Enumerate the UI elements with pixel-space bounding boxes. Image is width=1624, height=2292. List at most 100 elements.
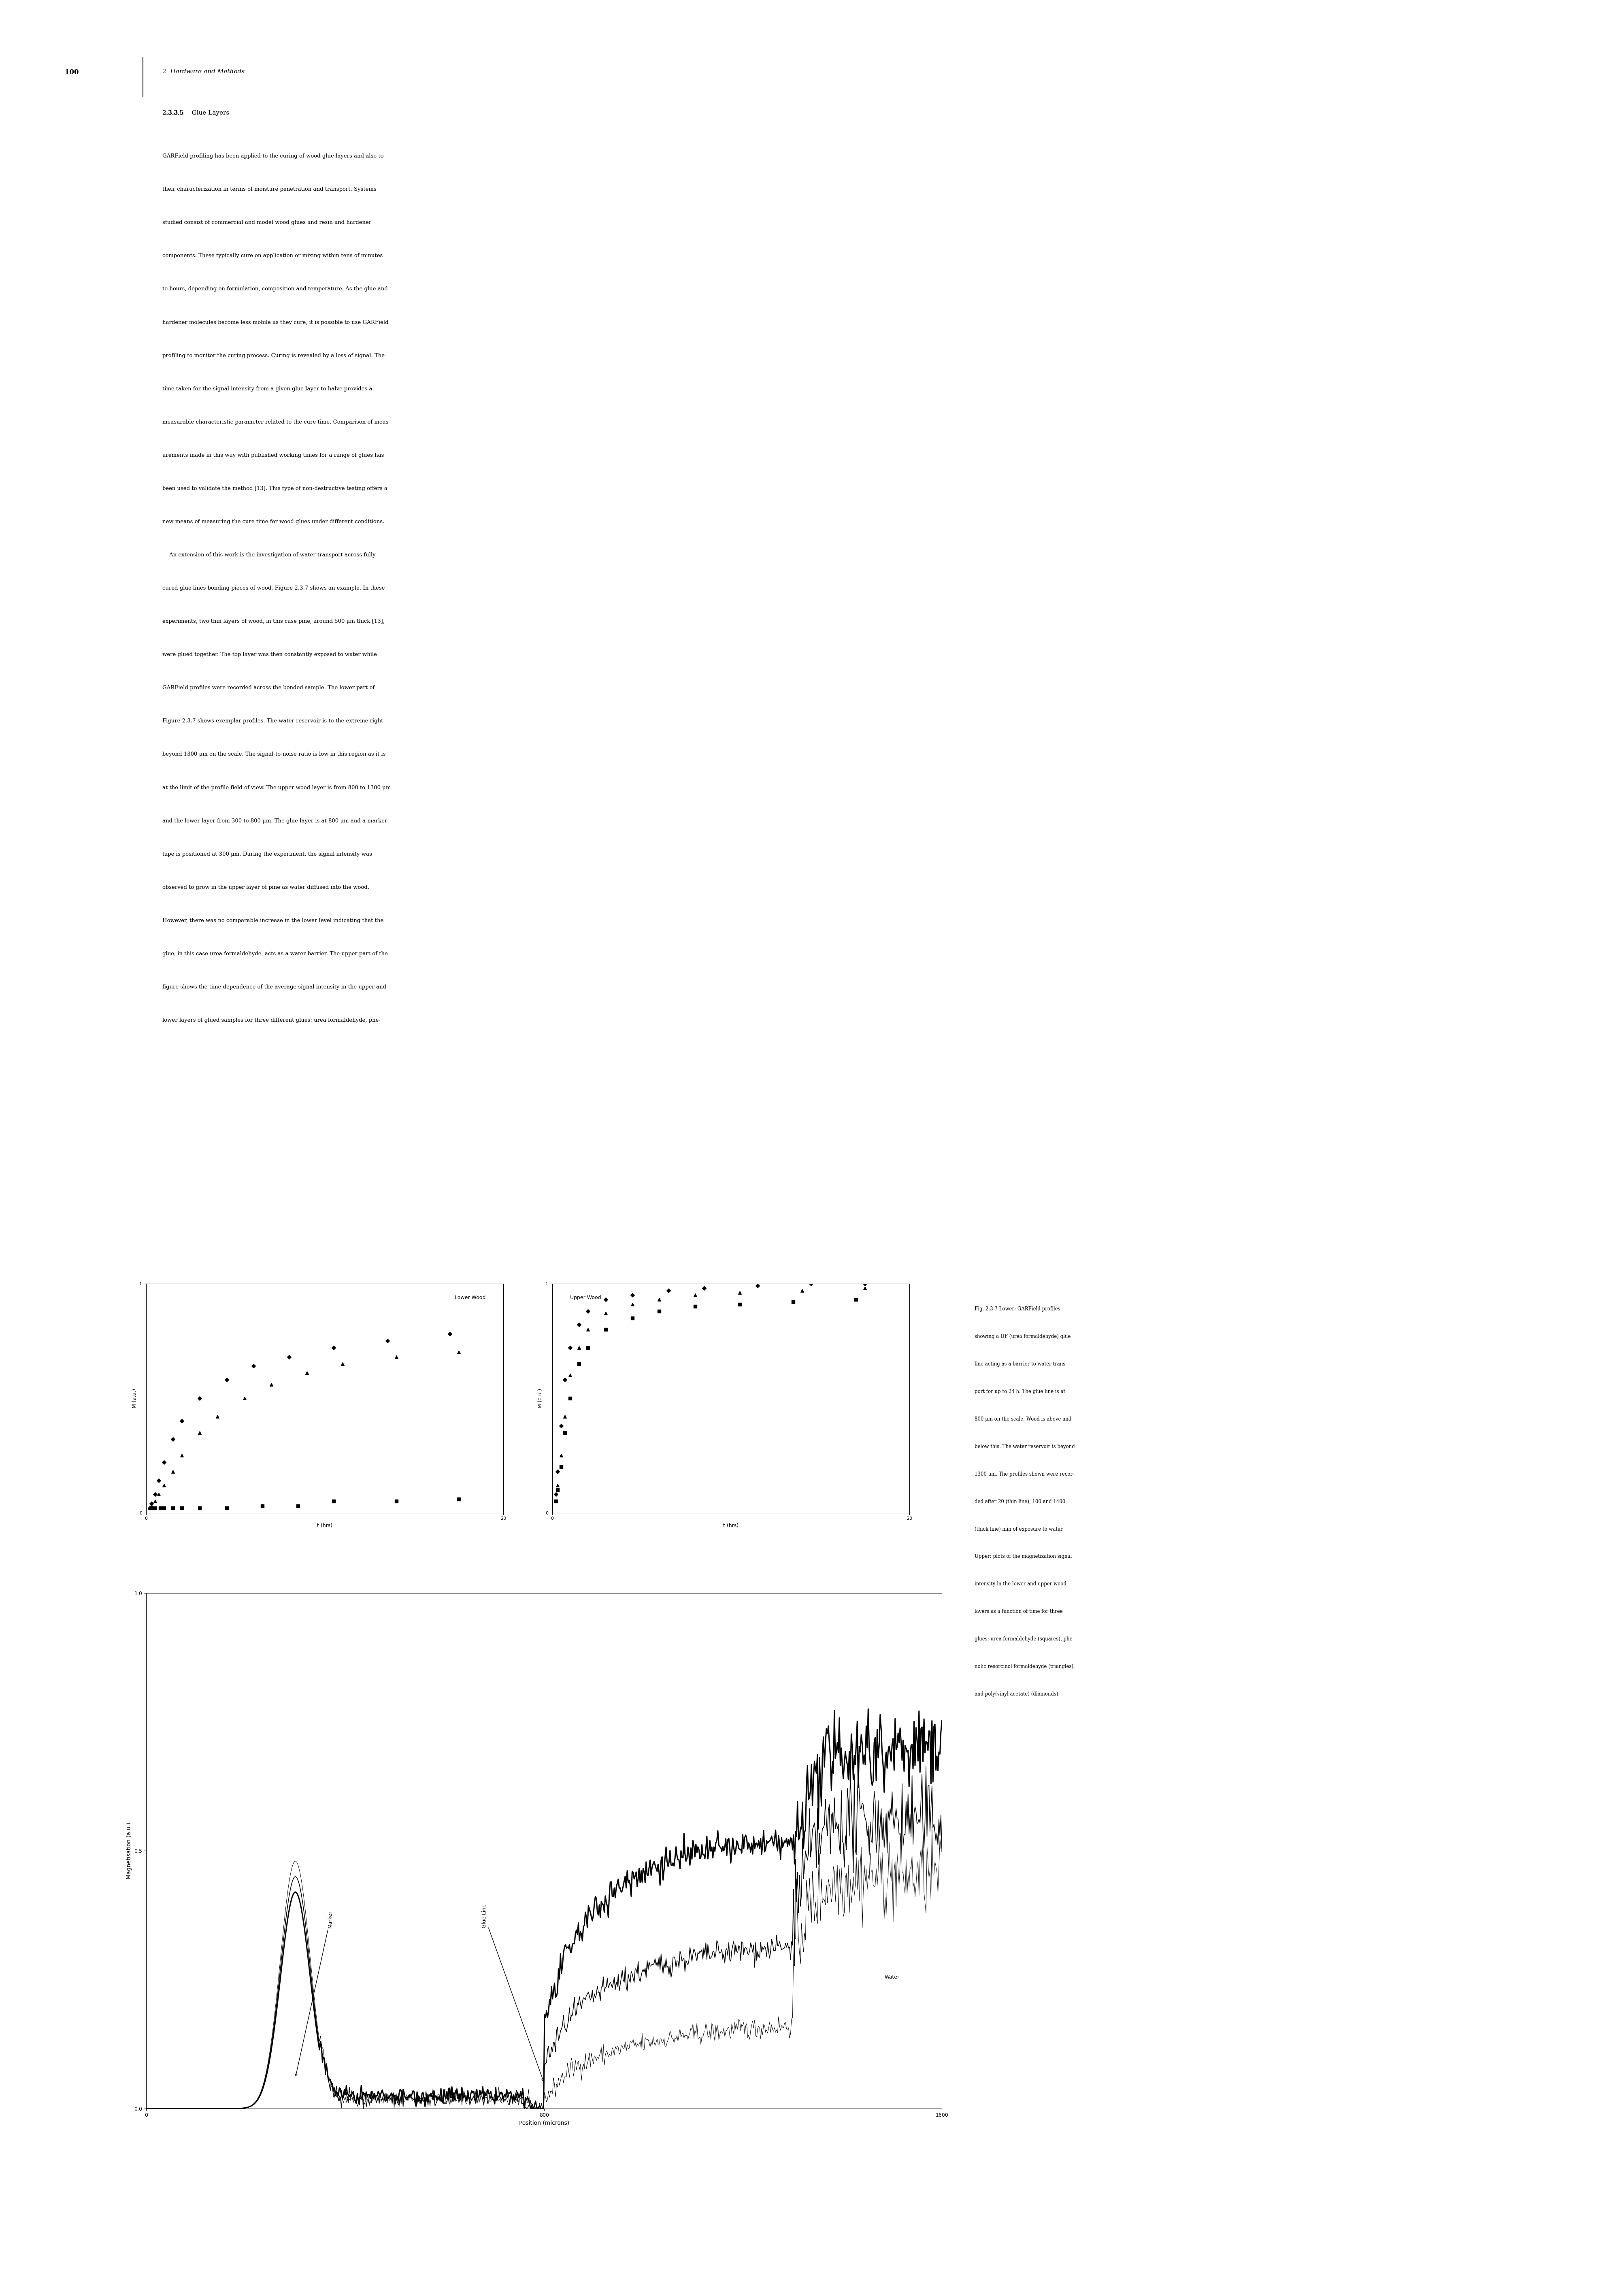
Text: components. These typically cure on application or mixing within tens of minutes: components. These typically cure on appl… xyxy=(162,252,383,259)
Point xyxy=(552,1398,578,1435)
Point xyxy=(240,1348,266,1384)
Point xyxy=(143,1490,169,1526)
Y-axis label: M (a.u.): M (a.u.) xyxy=(538,1389,542,1407)
Point xyxy=(169,1403,195,1439)
Point xyxy=(322,1329,348,1366)
Point xyxy=(437,1316,463,1352)
Point xyxy=(728,1274,754,1311)
Text: nolic resorcinol formaldehyde (triangles),: nolic resorcinol formaldehyde (triangles… xyxy=(974,1664,1075,1669)
Text: Figure 2.3.7 shows exemplar profiles. The water reservoir is to the extreme righ: Figure 2.3.7 shows exemplar profiles. Th… xyxy=(162,720,383,724)
Point xyxy=(187,1414,213,1451)
Text: been used to validate the method [13]. This type of non-destructive testing offe: been used to validate the method [13]. T… xyxy=(162,486,388,490)
Point xyxy=(656,1272,682,1309)
Point xyxy=(258,1366,284,1403)
Text: glues: urea formaldehyde (squares), phe-: glues: urea formaldehyde (squares), phe- xyxy=(974,1636,1073,1641)
Text: Marker: Marker xyxy=(296,1912,333,2077)
Point xyxy=(383,1339,409,1375)
Point xyxy=(383,1483,409,1520)
Point xyxy=(151,1467,177,1504)
Point xyxy=(286,1488,312,1524)
Text: their characterization in terms of moisture penetration and transport. Systems: their characterization in terms of moist… xyxy=(162,186,377,193)
Text: beyond 1300 μm on the scale. The signal-to-noise ratio is low in this region as : beyond 1300 μm on the scale. The signal-… xyxy=(162,752,385,756)
Text: Water: Water xyxy=(885,1973,900,1980)
Point xyxy=(146,1476,172,1513)
Point xyxy=(250,1488,276,1524)
Point xyxy=(542,1483,568,1520)
Point xyxy=(276,1339,302,1375)
Point xyxy=(159,1453,187,1490)
Point xyxy=(575,1311,601,1348)
Text: 2.3.3.5: 2.3.3.5 xyxy=(162,110,184,115)
Point xyxy=(148,1490,174,1526)
Point xyxy=(557,1357,583,1394)
Point xyxy=(138,1485,164,1522)
Y-axis label: Magnetisation (a.u.): Magnetisation (a.u.) xyxy=(127,1822,132,1879)
Point xyxy=(619,1277,645,1313)
Point xyxy=(445,1334,473,1371)
Point xyxy=(575,1329,601,1366)
X-axis label: t (hrs): t (hrs) xyxy=(723,1522,739,1529)
Point xyxy=(169,1437,195,1474)
Point xyxy=(646,1293,672,1329)
Point xyxy=(619,1300,645,1336)
Point xyxy=(151,1490,177,1526)
Text: and the lower layer from 300 to 800 μm. The glue layer is at 800 μm and a marker: and the lower layer from 300 to 800 μm. … xyxy=(162,818,387,823)
Point xyxy=(214,1490,240,1526)
Point xyxy=(692,1270,718,1306)
Point xyxy=(542,1483,568,1520)
Point xyxy=(853,1270,879,1306)
Point xyxy=(169,1490,195,1526)
Text: 800 μm on the scale. Wood is above and: 800 μm on the scale. Wood is above and xyxy=(974,1416,1072,1421)
X-axis label: t (hrs): t (hrs) xyxy=(317,1522,333,1529)
Point xyxy=(205,1398,231,1435)
Point xyxy=(187,1490,213,1526)
Point xyxy=(682,1288,708,1325)
Text: 2  Hardware and Methods: 2 Hardware and Methods xyxy=(162,69,245,73)
Text: cured glue lines bonding pieces of wood. Figure 2.3.7 shows an example. In these: cured glue lines bonding pieces of wood.… xyxy=(162,587,385,591)
Point xyxy=(593,1281,619,1318)
X-axis label: Position (microns): Position (microns) xyxy=(520,2120,568,2125)
Point xyxy=(565,1306,591,1343)
Point xyxy=(544,1467,570,1504)
Text: measurable characteristic parameter related to the cure time. Comparison of meas: measurable characteristic parameter rela… xyxy=(162,419,390,424)
Text: lower layers of glued samples for three different glues: urea formaldehyde, phe-: lower layers of glued samples for three … xyxy=(162,1018,380,1022)
Text: 1300 μm. The profiles shown were recor-: 1300 μm. The profiles shown were recor- xyxy=(974,1471,1073,1476)
Text: glue, in this case urea formaldehyde, acts as a water barrier. The upper part of: glue, in this case urea formaldehyde, ac… xyxy=(162,951,388,956)
Point xyxy=(565,1345,591,1382)
Text: and poly(vinyl acetate) (diamonds).: and poly(vinyl acetate) (diamonds). xyxy=(974,1691,1059,1696)
Text: However, there was no comparable increase in the lower level indicating that the: However, there was no comparable increas… xyxy=(162,917,383,924)
Text: Glue Line: Glue Line xyxy=(482,1905,544,2081)
Text: Upper: plots of the magnetization signal: Upper: plots of the magnetization signal xyxy=(974,1554,1072,1559)
Point xyxy=(619,1286,645,1322)
Text: intensity in the lower and upper wood: intensity in the lower and upper wood xyxy=(974,1581,1067,1586)
Text: layers as a function of time for three: layers as a function of time for three xyxy=(974,1609,1062,1614)
Point xyxy=(232,1380,258,1416)
Point xyxy=(799,1265,823,1302)
Text: An extension of this work is the investigation of water transport across fully: An extension of this work is the investi… xyxy=(162,552,375,557)
Point xyxy=(143,1476,169,1513)
Point xyxy=(143,1483,169,1520)
Text: tape is positioned at 300 μm. During the experiment, the signal intensity was: tape is positioned at 300 μm. During the… xyxy=(162,850,372,857)
Point xyxy=(789,1272,815,1309)
Point xyxy=(565,1329,591,1366)
Point xyxy=(728,1286,754,1322)
Text: GARField profiles were recorded across the bonded sample. The lower part of: GARField profiles were recorded across t… xyxy=(162,685,375,690)
Text: time taken for the signal intensity from a given glue layer to halve provides a: time taken for the signal intensity from… xyxy=(162,387,372,392)
Text: at the limit of the profile field of view. The upper wood layer is from 800 to 1: at the limit of the profile field of vie… xyxy=(162,784,391,791)
Point xyxy=(375,1322,401,1359)
Text: (thick line) min of exposure to water.: (thick line) min of exposure to water. xyxy=(974,1526,1064,1531)
Text: Lower Wood: Lower Wood xyxy=(455,1295,486,1300)
Text: Upper Wood: Upper Wood xyxy=(570,1295,601,1300)
Text: 2.3.3.5    Glue Layers: 2.3.3.5 Glue Layers xyxy=(162,110,229,115)
Point xyxy=(445,1481,473,1517)
Text: GARField profiling has been applied to the curing of wood glue layers and also t: GARField profiling has been applied to t… xyxy=(162,154,383,158)
Point xyxy=(646,1281,672,1318)
Text: observed to grow in the upper layer of pine as water diffused into the wood.: observed to grow in the upper layer of p… xyxy=(162,885,369,889)
Point xyxy=(547,1407,575,1444)
Text: figure shows the time dependence of the average signal intensity in the upper an: figure shows the time dependence of the … xyxy=(162,986,387,990)
Text: Fig. 2.3.7 Lower: GARField profiles: Fig. 2.3.7 Lower: GARField profiles xyxy=(974,1306,1060,1311)
Text: profiling to monitor the curing process. Curing is revealed by a loss of signal.: profiling to monitor the curing process.… xyxy=(162,353,385,358)
Point xyxy=(542,1476,568,1513)
Point xyxy=(682,1277,708,1313)
Point xyxy=(136,1490,162,1526)
